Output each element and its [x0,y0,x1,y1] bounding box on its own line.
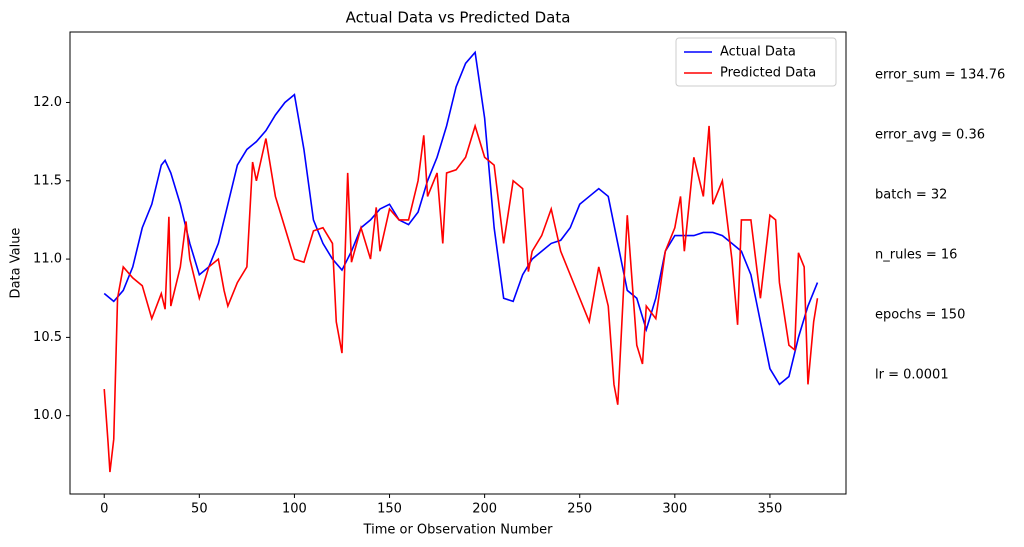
y-axis-label: Data Value [9,228,24,299]
y-tick-label: 10.0 [33,408,62,423]
x-tick-label: 200 [472,502,497,517]
x-tick-label: 300 [662,502,687,517]
annotation: batch = 32 [875,188,947,203]
chart-title: Actual Data vs Predicted Data [346,9,571,27]
annotation: n_rules = 16 [875,248,957,263]
legend-label: Predicted Data [720,66,816,81]
data-line [103,123,819,473]
legend-box [675,37,837,87]
annotation: lr = 0.0001 [875,368,949,383]
x-tick-label: 350 [758,502,783,517]
annotation: error_sum = 134.76 [875,68,1005,83]
data-line [103,50,819,386]
legend-label: Actual Data [720,45,796,60]
x-tick-label: 150 [377,502,402,517]
plot-frame [69,31,847,495]
y-tick-label: 10.5 [33,330,62,345]
y-tick-label: 11.5 [33,173,62,188]
annotation: epochs = 150 [875,308,965,323]
x-tick-label: 100 [282,502,307,517]
x-tick-label: 250 [567,502,592,517]
annotation: error_avg = 0.36 [875,128,985,143]
y-tick-label: 11.0 [33,252,62,267]
x-tick-label: 50 [191,502,208,517]
y-tick-label: 12.0 [33,95,62,110]
x-axis-label: Time or Observation Number [363,523,554,538]
x-tick-label: 0 [100,502,108,517]
